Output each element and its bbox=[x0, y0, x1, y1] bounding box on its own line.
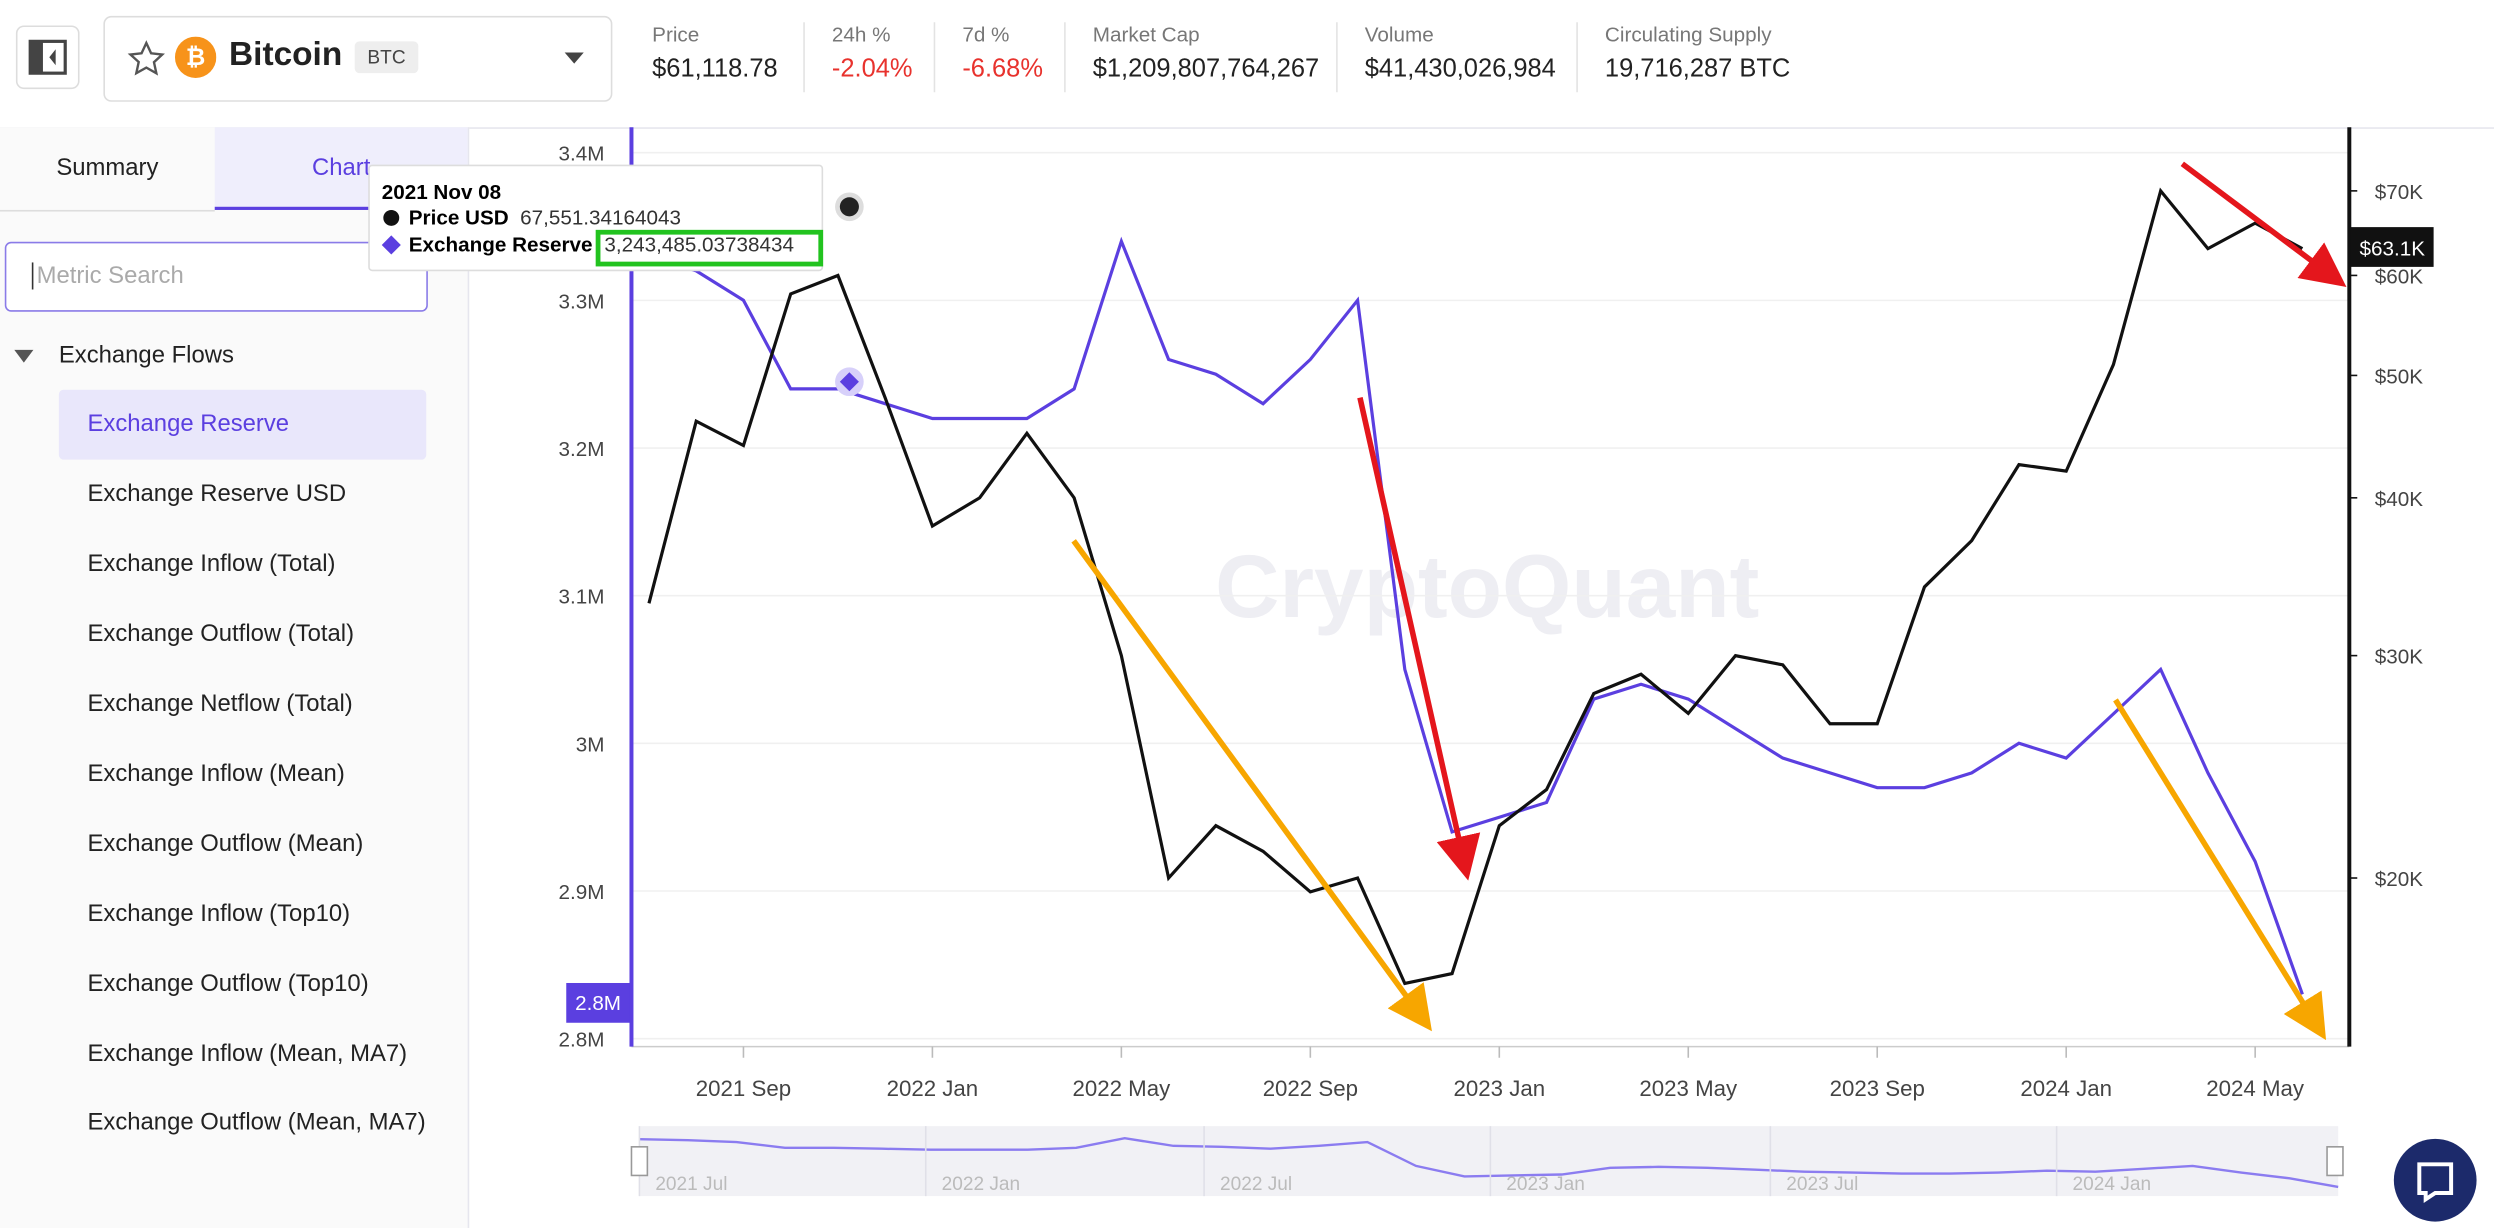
tooltip bbox=[368, 164, 824, 272]
y-tick-label: 3.4M bbox=[559, 143, 605, 166]
divider bbox=[1576, 22, 1578, 93]
divider bbox=[1336, 22, 1338, 93]
menu-item[interactable]: Exchange Inflow (Mean) bbox=[87, 760, 345, 788]
y2-tick-label: $50K bbox=[2375, 365, 2423, 388]
coin-name: Bitcoin bbox=[229, 36, 343, 74]
tooltip-name: Price USD bbox=[409, 206, 509, 229]
x-tick-label: 2023 May bbox=[1639, 1076, 1738, 1101]
header bbox=[0, 0, 2494, 129]
divider bbox=[933, 22, 936, 93]
arrow bbox=[2180, 161, 2347, 287]
arrow bbox=[1357, 397, 1481, 881]
x-tick-label: 2023 Jan bbox=[1454, 1076, 1546, 1101]
hover-marker bbox=[839, 197, 859, 217]
y-tick-label: 3.2M bbox=[559, 438, 605, 461]
y2-tick-label: $20K bbox=[2375, 868, 2423, 891]
stat-value: -6.68% bbox=[962, 55, 1043, 83]
highlight-box bbox=[595, 229, 824, 267]
stat-value: 19,716,287 BTC bbox=[1604, 55, 1791, 83]
navigator-label: 2023 Jan bbox=[1506, 1174, 1585, 1195]
navigator[interactable] bbox=[639, 1126, 2339, 1197]
navigator-label: 2021 Jul bbox=[655, 1174, 727, 1195]
x-tick-label: 2024 Jan bbox=[2020, 1076, 2112, 1101]
navigator-label: 2022 Jan bbox=[942, 1174, 1021, 1195]
tooltip-value: 67,551.34164043 bbox=[520, 206, 681, 229]
menu-item[interactable]: Exchange Outflow (Mean) bbox=[87, 830, 364, 858]
navigator-label: 2024 Jan bbox=[2073, 1174, 2152, 1195]
y2-tick-label: $30K bbox=[2375, 646, 2423, 669]
hover-marker bbox=[839, 372, 859, 392]
series-line bbox=[648, 236, 2304, 995]
navigator-handle[interactable] bbox=[630, 1146, 649, 1177]
x-tick-label: 2021 Sep bbox=[696, 1076, 791, 1101]
x-tick-label: 2022 Jan bbox=[887, 1076, 979, 1101]
watermark: CryptoQuant bbox=[1215, 536, 1759, 636]
group-label[interactable]: Exchange Flows bbox=[58, 341, 234, 370]
navigator-line bbox=[639, 1137, 2339, 1189]
sidebar: Summary Chart Metric Search Exchange Flo… bbox=[0, 127, 470, 1228]
divider bbox=[1064, 22, 1066, 93]
tooltip-date: 2021 Nov 08 bbox=[382, 181, 501, 204]
y-tick-label: 3M bbox=[576, 733, 605, 756]
search-placeholder: Metric Search bbox=[31, 262, 184, 290]
x-tick-label: 2024 May bbox=[2206, 1076, 2305, 1101]
stat-value: $61,118.78 bbox=[652, 55, 778, 83]
y-tick-label: 2.8M bbox=[559, 1029, 605, 1052]
current-label: $63.1K bbox=[2360, 238, 2426, 261]
stat-value: $1,209,807,764,267 bbox=[1092, 55, 1320, 83]
menu-item-active[interactable]: Exchange Reserve bbox=[58, 389, 427, 460]
y2-tick-label: $70K bbox=[2375, 181, 2423, 204]
menu-item[interactable]: Exchange Outflow (Total) bbox=[87, 620, 355, 648]
svg-text:₿: ₿ bbox=[186, 44, 205, 71]
x-tick-label: 2022 May bbox=[1073, 1076, 1172, 1101]
search-box[interactable]: Metric Search bbox=[4, 241, 428, 312]
menu-item[interactable]: Exchange Inflow (Total) bbox=[87, 550, 336, 578]
menu-item[interactable]: Exchange Inflow (Mean, MA7) bbox=[87, 1040, 408, 1068]
tab[interactable]: Summary bbox=[0, 127, 215, 212]
menu-item[interactable]: Exchange Outflow (Top10) bbox=[87, 970, 369, 998]
stat-value: $41,430,026,984 bbox=[1364, 55, 1556, 83]
tooltip-icon bbox=[383, 209, 400, 226]
stat-label: Market Cap bbox=[1092, 22, 1200, 47]
series-line bbox=[647, 187, 2304, 986]
menu-item[interactable]: Exchange Outflow (Mean, MA7) bbox=[87, 1108, 426, 1136]
annotations bbox=[1071, 161, 2347, 1041]
stat-label: Volume bbox=[1364, 22, 1434, 47]
x-tick-label: 2022 Sep bbox=[1263, 1076, 1358, 1101]
coin-selector[interactable]: ₿ Bitcoin BTC bbox=[103, 15, 613, 102]
navigator-handle[interactable] bbox=[2326, 1146, 2344, 1177]
sidebar-toggle[interactable] bbox=[15, 25, 80, 90]
stat-value: -2.04% bbox=[831, 55, 913, 83]
menu-item[interactable]: Exchange Netflow (Total) bbox=[87, 690, 353, 718]
coin-symbol: BTC bbox=[354, 41, 419, 74]
navigator-label: 2023 Jul bbox=[1786, 1174, 1858, 1195]
stat-label: 24h % bbox=[831, 22, 891, 47]
current-label: 2.8M bbox=[575, 992, 621, 1015]
stat-label: Price bbox=[652, 22, 700, 47]
tooltip-value: 3,243,485.03738434 bbox=[604, 233, 794, 256]
x-tick-label: 2023 Sep bbox=[1830, 1076, 1925, 1101]
navigator-label: 2022 Jul bbox=[1220, 1174, 1292, 1195]
y2-tick-label: $60K bbox=[2375, 265, 2423, 288]
menu-item[interactable]: Exchange Inflow (Top10) bbox=[87, 900, 351, 928]
y-tick-label: 3.1M bbox=[559, 586, 605, 609]
arrow bbox=[2113, 698, 2327, 1041]
y2-tick-label: $40K bbox=[2375, 488, 2423, 511]
divider bbox=[803, 22, 805, 93]
y-tick-label: 2.9M bbox=[559, 881, 605, 904]
current-label-box bbox=[2350, 227, 2434, 267]
stat-label: Circulating Supply bbox=[1604, 22, 1772, 47]
stat-label: 7d % bbox=[962, 22, 1010, 47]
arrow bbox=[1071, 539, 1432, 1032]
chat-button[interactable] bbox=[2393, 1138, 2477, 1222]
tooltip-name: Exchange Reserve bbox=[409, 233, 593, 256]
y-tick-label: 3.3M bbox=[559, 290, 605, 313]
menu-item[interactable]: Exchange Reserve USD bbox=[87, 480, 347, 508]
current-label-box bbox=[566, 982, 630, 1023]
